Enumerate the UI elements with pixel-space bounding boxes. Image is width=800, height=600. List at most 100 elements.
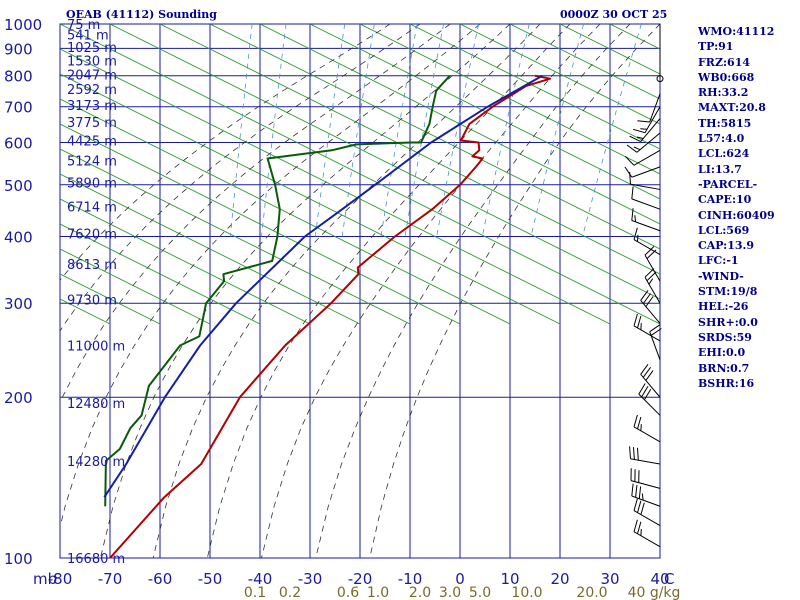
wind-barb-shaft	[633, 531, 661, 548]
mixing-ratio-label: 20.0	[576, 585, 607, 600]
pressure-tick-label: 600	[4, 134, 33, 152]
wind-barb-feather	[650, 328, 662, 336]
mixing-ratio-line	[530, 24, 584, 237]
wind-barb-feather	[644, 268, 655, 278]
wind-barb	[633, 227, 661, 256]
wind-barb-feather	[631, 208, 634, 221]
wind-barb-feather	[625, 156, 635, 166]
temperature-tick-label: 0	[455, 570, 465, 588]
dry-adiabat	[60, 98, 511, 325]
dry-adiabat	[60, 123, 461, 325]
height-label: 1530 m	[67, 54, 117, 69]
temperature-tick-label: -70	[98, 570, 123, 588]
pressure-tick-label: 1000	[4, 16, 42, 34]
sounding-stat: FRZ:614	[698, 55, 751, 69]
sounding-profiles	[103, 74, 552, 558]
sounding-stat: WMO:41112	[698, 25, 775, 38]
pressure-tick-label: 700	[4, 99, 33, 117]
wind-barb-shaft	[640, 118, 661, 142]
wind-barb-shaft	[631, 166, 661, 178]
height-label: 5124 m	[67, 155, 117, 170]
wind-barb-feather	[640, 290, 649, 301]
mixing-ratio-line	[341, 24, 375, 237]
sounding-stat: RH:33.2	[698, 86, 749, 100]
dry-adiabat	[359, 24, 660, 175]
sounding-stat: LCL:624	[698, 147, 750, 161]
wind-barbs	[624, 24, 664, 548]
wind-barb-shaft	[633, 510, 661, 527]
wind-barb-feather	[635, 485, 638, 498]
wind-barb-feather	[637, 120, 650, 123]
wind-barb	[624, 166, 661, 178]
wind-barb-feather	[633, 414, 638, 428]
wind-barb-shaft	[633, 426, 661, 443]
wind-barb-feather	[633, 447, 635, 460]
height-label: 3775 m	[67, 116, 117, 131]
temperature-profile	[109, 74, 552, 558]
wind-barb	[638, 383, 661, 416]
wind-barb	[626, 132, 661, 153]
temperature-tick-label: 10	[500, 570, 519, 588]
temperature-tick-label: 30	[600, 570, 619, 588]
wind-barb-feather	[646, 271, 657, 282]
dry-adiabat	[509, 24, 660, 100]
dry-adiabat	[60, 248, 211, 325]
mixing-ratio-line	[261, 24, 287, 237]
wind-barb-shaft	[631, 495, 661, 507]
dry-adiabat	[60, 24, 660, 325]
dry-adiabats	[60, 24, 660, 325]
pressure-tick-label: 400	[4, 228, 33, 246]
wind-barb-feather	[638, 486, 642, 499]
wind-barb-feather	[636, 136, 644, 139]
temperature-tick-label: -10	[398, 570, 423, 588]
mixing-ratio-line	[230, 24, 253, 237]
height-label: 12480 m	[67, 397, 125, 412]
temperature-tick-label: -50	[198, 570, 223, 588]
mixing-ratio-label: 0.2	[279, 585, 301, 600]
height-label: 14280 m	[67, 455, 125, 470]
wind-barb	[632, 106, 661, 134]
moist-adiabat	[369, 24, 660, 558]
wind-barb-shaft	[633, 149, 661, 166]
height-label: 2047 m	[67, 68, 117, 83]
dry-adiabat	[109, 24, 660, 300]
temperature-tick-label: 40	[650, 570, 669, 588]
mixing-ratio-line	[436, 24, 479, 237]
sounding-stat: BRN:0.7	[698, 361, 750, 375]
sounding-stat: SHR+:0.0	[698, 315, 758, 329]
wind-barb-feather	[637, 315, 642, 329]
wind-barb-shaft	[638, 393, 661, 416]
sounding-stat: CAPE:10	[698, 193, 752, 207]
sounding-stat: TH:5815	[698, 116, 752, 130]
sounding-stat: SRDS:59	[698, 330, 752, 344]
wind-barb-shaft	[630, 458, 661, 465]
sounding-stat: CINH:60409	[698, 208, 775, 222]
mixing-ratio-line	[314, 24, 346, 237]
sounding-stat: -PARCEL-	[698, 177, 758, 191]
wind-barb-feather	[637, 447, 639, 461]
x-axis-unit: C	[664, 570, 674, 588]
moist-adiabat	[100, 24, 511, 558]
sounding-stat: LCL:569	[698, 223, 750, 237]
wind-barb-feather	[633, 519, 638, 532]
sounding-stat: TP:91	[698, 40, 734, 54]
wind-barb	[637, 93, 661, 123]
moist-adiabat	[60, 24, 451, 404]
sounding-stat: -WIND-	[698, 269, 744, 283]
wind-barb	[633, 498, 661, 527]
height-label: 6714 m	[67, 201, 117, 216]
wind-barb	[631, 483, 661, 507]
moist-adiabats	[60, 24, 660, 558]
wind-barb-shaft	[633, 325, 661, 342]
moist-adiabat	[60, 24, 421, 332]
pressure-tick-label: 900	[4, 40, 33, 58]
dry-adiabat	[60, 48, 611, 325]
height-label: 16680 m	[67, 552, 125, 567]
sounding-stat: BSHR:16	[698, 376, 755, 390]
wind-barb	[629, 118, 661, 143]
dry-adiabat	[60, 173, 361, 325]
dewpoint-profile	[104, 75, 451, 507]
pressure-tick-label: 300	[4, 295, 33, 313]
temperature-tick-label: -30	[298, 570, 323, 588]
